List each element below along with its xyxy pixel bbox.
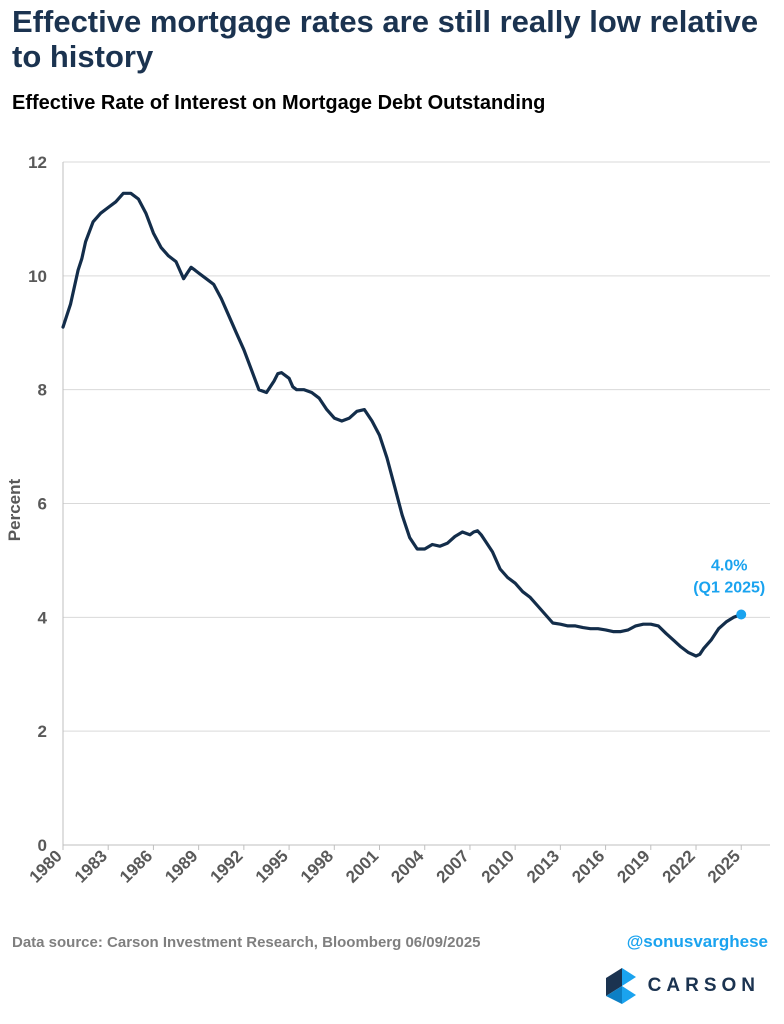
x-tick-label: 1980 <box>26 846 66 886</box>
y-tick-label: 0 <box>38 836 47 855</box>
brand-name: CARSON <box>647 975 760 996</box>
series-line <box>61 191 743 658</box>
x-tick-label: 2007 <box>433 846 473 886</box>
y-tick-label: 6 <box>38 495 47 514</box>
axes <box>62 162 770 850</box>
x-tick-label: 2013 <box>523 846 563 886</box>
x-tick-label: 2004 <box>387 846 428 887</box>
y-tick-label: 10 <box>28 267 47 286</box>
x-tick-label: 2022 <box>659 846 699 886</box>
brand-block: CARSON <box>605 968 760 1004</box>
chart-title: Effective Rate of Interest on Mortgage D… <box>12 92 546 114</box>
x-tick-label: 1989 <box>161 846 201 886</box>
y-tick-label: 8 <box>38 381 47 400</box>
x-tick-label: 2010 <box>478 846 518 886</box>
data-source-note: Data source: Carson Investment Research,… <box>12 934 481 951</box>
x-tick-label: 2025 <box>704 846 744 886</box>
latest-period-label: (Q1 2025) <box>693 579 765 596</box>
x-tick-label: 1983 <box>71 846 111 886</box>
x-tick-label: 1992 <box>207 846 247 886</box>
twitter-handle: @sonusvarghese <box>626 932 768 951</box>
y-tick-label: 2 <box>38 722 47 741</box>
headline: Effective mortgage rates are still reall… <box>12 4 759 74</box>
latest-value-label: 4.0% <box>711 557 747 574</box>
x-tick-label: 1986 <box>116 846 156 886</box>
y-tick-label: 4 <box>38 608 48 627</box>
x-tick-label: 2019 <box>613 846 653 886</box>
carson-logo-icon <box>605 968 636 1004</box>
x-tick-label: 1995 <box>252 846 292 886</box>
gridlines <box>63 161 770 732</box>
x-tick-label: 2001 <box>342 846 382 886</box>
y-tick-label: 12 <box>28 153 47 172</box>
x-tick-label: 1998 <box>297 846 337 886</box>
y-axis-label: Percent <box>5 478 24 541</box>
latest-point-marker <box>736 609 747 620</box>
x-tick-label: 2016 <box>568 846 608 886</box>
